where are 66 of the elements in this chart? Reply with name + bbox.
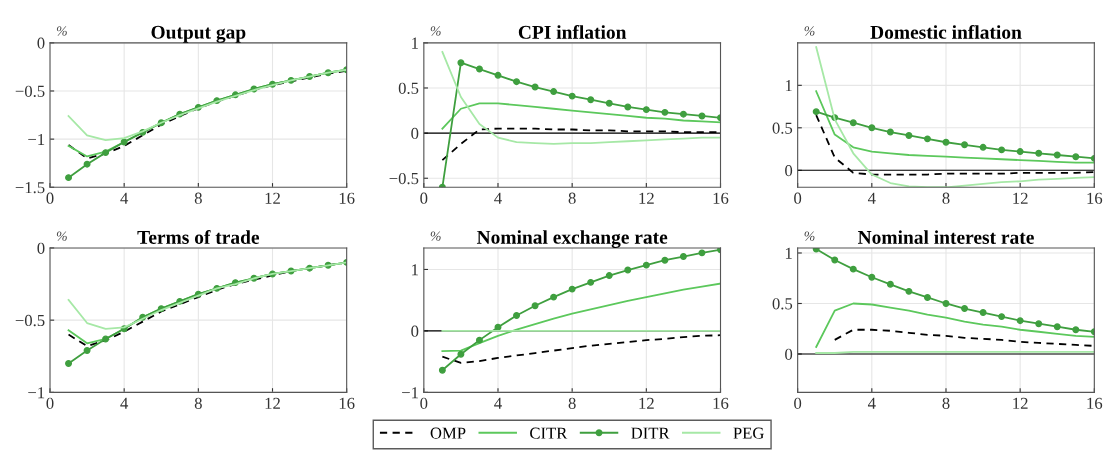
y-tick-label: 0 [411,325,419,337]
chart-title: Output gap [151,25,246,43]
x-tick-label: 12 [265,397,280,409]
x-tick-label: 12 [1013,192,1028,204]
x-tick-label: 4 [867,397,876,409]
y-tick-label: 1 [412,264,418,276]
x-tick-label: 4 [120,397,129,409]
y-tick-label: −0.5 [15,85,45,98]
y-tick-label: −1 [28,133,45,145]
chart-title: Terms of trade [137,230,260,244]
x-tick-label: 0 [794,397,802,409]
x-tick-label: 8 [568,397,576,409]
y-axis-title: % [56,231,67,241]
x-tick-label: 4 [494,397,502,409]
x-tick-label: 12 [1013,397,1028,409]
y-tick-label: 1 [785,247,792,259]
chart-title: Domestic inflation [870,24,1022,39]
x-tick-label: 12 [265,192,280,204]
x-tick-label: 0 [46,192,54,204]
x-tick-label: 4 [494,192,502,204]
y-tick-label: 0.5 [772,298,793,310]
y-tick-label: 0 [785,164,793,177]
x-tick-label: 12 [639,192,654,204]
x-tick-label: 16 [1087,397,1103,409]
x-tick-label: 4 [120,192,129,204]
legend-label: PEG [733,427,764,439]
y-tick-label: 1 [785,80,792,92]
y-axis-title: % [804,26,815,36]
x-tick-label: 0 [420,397,428,409]
x-tick-label: 4 [867,192,876,204]
y-tick-label: −0.5 [15,314,45,327]
chart-title: Nominal exchange rate [476,230,668,248]
y-tick-label: 0 [785,348,793,360]
y-axis-title: % [56,26,67,36]
y-tick-label: 0 [411,127,419,140]
x-tick-label: 0 [420,192,428,204]
x-tick-label: 8 [194,192,202,204]
y-axis-title: % [430,231,441,241]
x-tick-label: 16 [339,192,355,204]
y-tick-label: −1.5 [15,182,45,194]
y-tick-label: −1 [28,387,45,399]
y-axis-title: % [430,26,441,36]
y-tick-label: 0 [37,37,45,49]
legend-label: CITR [530,427,568,439]
x-tick-label: 0 [794,192,802,204]
x-tick-label: 8 [942,192,950,204]
x-tick-label: 8 [942,397,950,409]
y-tick-label: 0 [37,242,45,254]
y-tick-label: 1 [412,37,418,49]
chart-title: CPI inflation [518,24,627,39]
x-tick-label: 16 [713,397,729,409]
x-tick-label: 16 [713,192,729,204]
x-tick-label: 8 [194,397,202,409]
x-tick-label: 0 [46,397,54,409]
x-tick-label: 16 [339,397,355,409]
y-axis-title: % [804,231,815,241]
legend-label: DITR [631,427,670,439]
legend-label: OMP [430,427,466,439]
x-tick-label: 8 [568,192,576,204]
y-tick-label: 0.5 [772,122,793,134]
y-tick-label: −1 [402,387,418,399]
x-tick-label: 16 [1087,192,1103,204]
y-tick-label: 0.5 [398,82,419,94]
y-tick-label: −0.5 [389,172,419,185]
chart-title: Nominal interest rate [857,230,1034,244]
x-tick-label: 12 [639,397,654,409]
